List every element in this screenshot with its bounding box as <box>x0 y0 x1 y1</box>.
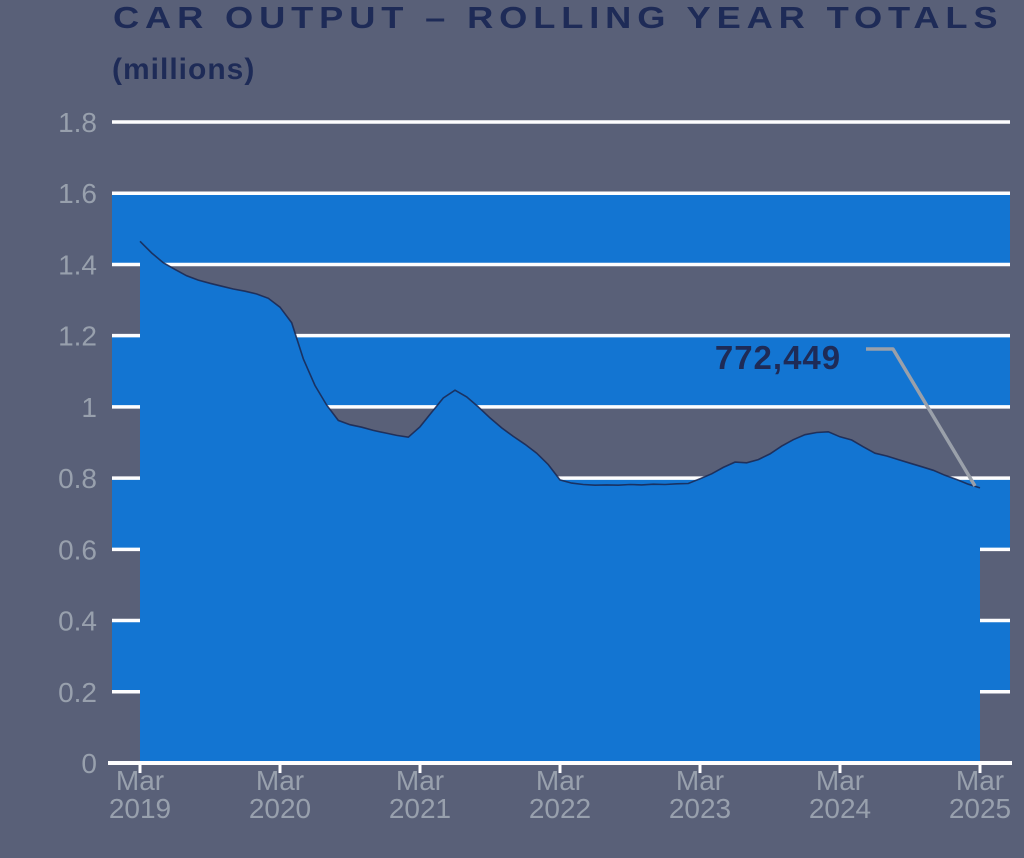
area-fill <box>140 241 980 762</box>
y-axis-label: 0.2 <box>58 677 97 708</box>
y-axis-labels-group: 1.8 1.6 1.4 1.2 1 0.8 0.6 0.4 0.2 0 <box>58 107 97 779</box>
annotation-leader-line <box>866 347 977 487</box>
x-axis-label: Mar 2020 <box>249 765 311 824</box>
y-axis-label: 1 <box>81 392 97 423</box>
stripe-band <box>112 193 1010 265</box>
x-axis-label: Mar 2025 <box>949 765 1011 824</box>
y-axis-label: 1.4 <box>58 249 97 280</box>
chart-title: CAR OUTPUT – ROLLING YEAR TOTALS <box>113 0 1004 35</box>
y-axis-label: 1.8 <box>58 107 97 138</box>
chart-subtitle: (millions) <box>112 53 256 86</box>
x-axis-label: Mar 2023 <box>669 765 731 824</box>
final-value-annotation: 772,449 <box>714 339 842 376</box>
y-axis-label: 0 <box>81 748 97 779</box>
y-axis-label: 0.4 <box>58 606 97 637</box>
x-axis-label: Mar 2021 <box>389 765 451 824</box>
y-axis-label: 0.8 <box>58 463 97 494</box>
y-axis-label: 1.6 <box>58 178 97 209</box>
y-axis-label: 0.6 <box>58 534 97 565</box>
tick-marks-group <box>138 765 982 773</box>
y-axis-label: 1.2 <box>58 321 97 352</box>
x-axis-label: Mar 2024 <box>809 765 871 824</box>
curve-stroke <box>139 240 981 489</box>
x-axis-label: Mar 2019 <box>109 765 171 824</box>
x-axis-labels-group: Mar 2019 Mar 2020 Mar 2021 Mar 2022 Mar 2023 Mar 20… <box>109 765 1011 824</box>
x-axis-label: Mar 2022 <box>529 765 591 824</box>
